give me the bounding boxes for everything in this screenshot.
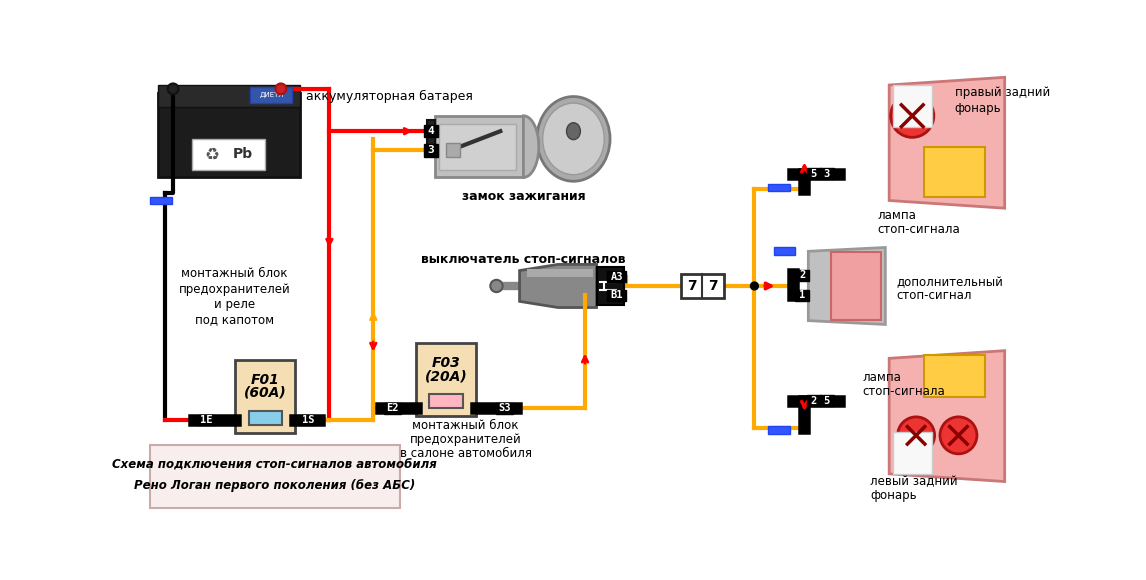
Circle shape [749, 281, 759, 291]
Text: Рено Логан первого поколения (без АБС): Рено Логан первого поколения (без АБС) [134, 479, 415, 492]
Bar [496, 403, 512, 414]
Bar [795, 290, 809, 300]
Text: 5: 5 [810, 169, 817, 179]
Bar [924, 354, 986, 397]
Bar [597, 267, 623, 305]
Bar [807, 396, 821, 406]
Text: 7: 7 [688, 279, 697, 293]
Text: S3: S3 [497, 404, 510, 414]
Text: замок зажигания: замок зажигания [462, 190, 586, 203]
Polygon shape [524, 116, 539, 177]
Text: предохранителей: предохранителей [179, 282, 291, 296]
Circle shape [275, 84, 286, 94]
Bar [424, 125, 438, 137]
Text: фонарь: фонарь [870, 489, 917, 502]
Bar [607, 290, 626, 300]
Bar [795, 270, 809, 281]
Text: 3: 3 [427, 146, 434, 155]
Bar [384, 403, 401, 414]
Text: аккумуляторная батарея: аккумуляторная батарея [306, 90, 473, 103]
Bar [807, 168, 821, 179]
Text: 3: 3 [824, 169, 830, 179]
Bar [819, 168, 834, 179]
Bar [427, 119, 434, 150]
Text: под капотом: под капотом [195, 313, 274, 327]
Text: Схема подключения стоп-сигналов автомобиля: Схема подключения стоп-сигналов автомоби… [112, 458, 437, 471]
Bar [607, 271, 626, 282]
Text: предохранителей: предохранителей [410, 433, 521, 445]
Bar [893, 85, 932, 128]
Text: монтажный блок: монтажный блок [181, 267, 288, 280]
Bar [299, 415, 316, 425]
Polygon shape [808, 248, 886, 324]
Bar [150, 197, 172, 204]
Circle shape [897, 417, 935, 454]
Bar [424, 144, 438, 157]
Bar [193, 139, 266, 170]
Text: (60A): (60A) [244, 386, 286, 400]
Circle shape [490, 280, 503, 292]
Text: 5: 5 [824, 396, 830, 405]
Bar [430, 394, 463, 408]
Text: лампа: лампа [878, 209, 917, 222]
Text: монтажный блок: монтажный блок [413, 419, 519, 432]
Text: и реле: и реле [214, 298, 256, 311]
Bar [924, 147, 986, 197]
Polygon shape [889, 77, 1005, 208]
Text: 4: 4 [427, 126, 434, 136]
Text: стоп-сигнала: стоп-сигнала [862, 385, 945, 398]
Ellipse shape [543, 103, 604, 175]
Text: 2: 2 [799, 270, 806, 280]
Text: 2: 2 [810, 396, 817, 405]
Text: фонарь: фонарь [955, 102, 1002, 115]
Ellipse shape [566, 123, 580, 140]
Bar [434, 116, 524, 177]
Text: 1E: 1E [199, 415, 212, 425]
Text: правый задний: правый задний [955, 86, 1050, 99]
Text: стоп-сигнал: стоп-сигнал [897, 289, 972, 303]
Polygon shape [519, 264, 597, 307]
Text: 1S: 1S [301, 415, 314, 425]
Bar [893, 432, 932, 474]
Bar [774, 248, 795, 255]
Bar [235, 360, 296, 433]
Bar [198, 415, 214, 425]
Bar [681, 274, 723, 298]
Bar [416, 343, 477, 416]
Polygon shape [889, 351, 1005, 481]
Bar [150, 445, 400, 509]
Bar [158, 93, 300, 177]
Ellipse shape [536, 96, 610, 181]
Bar [447, 143, 461, 157]
Bar [250, 86, 292, 103]
Text: 7: 7 [708, 279, 717, 293]
Text: ДИЕТЛ: ДИЕТЛ [259, 92, 284, 98]
Bar [831, 252, 881, 320]
Bar [527, 269, 592, 277]
Bar [249, 411, 282, 425]
Text: (20A): (20A) [425, 369, 468, 383]
Text: E2: E2 [386, 404, 399, 414]
Circle shape [167, 84, 179, 94]
Text: A3: A3 [611, 271, 622, 282]
Text: ♻: ♻ [204, 146, 219, 164]
Circle shape [940, 417, 976, 454]
Text: F03: F03 [432, 356, 461, 370]
Bar [158, 85, 300, 107]
Text: стоп-сигнала: стоп-сигнала [878, 223, 960, 236]
Text: левый задний: левый задний [870, 475, 958, 488]
Bar [768, 426, 790, 434]
Circle shape [890, 94, 934, 137]
Text: B1: B1 [611, 290, 622, 300]
Text: Pb: Pb [233, 147, 252, 161]
Bar [439, 124, 516, 170]
Text: дополнительный: дополнительный [897, 276, 1004, 289]
Bar [768, 183, 790, 191]
Text: 1: 1 [799, 290, 806, 300]
Text: выключатель стоп-сигналов: выключатель стоп-сигналов [422, 252, 626, 266]
Bar [819, 396, 834, 406]
Text: лампа: лампа [862, 371, 901, 384]
Text: F01: F01 [251, 373, 280, 387]
Text: в салоне автомобиля: в салоне автомобиля [400, 447, 532, 459]
